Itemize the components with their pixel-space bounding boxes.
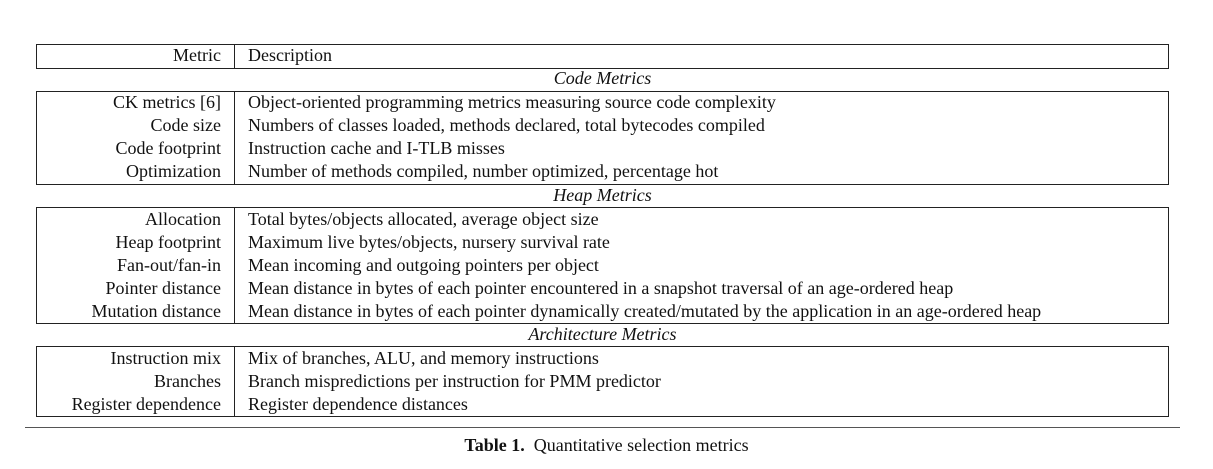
metric-cell: Branches — [154, 371, 221, 391]
table-row: Optimization Number of methods compiled,… — [36, 160, 1169, 183]
description-cell: Mix of branches, ALU, and memory instruc… — [248, 348, 599, 368]
table-row: CK metrics [6] Object-oriented programmi… — [36, 91, 1169, 114]
column-divider — [234, 91, 235, 185]
metric-cell: Code size — [150, 115, 221, 135]
section-box-code-metrics — [36, 91, 1169, 185]
metric-cell: Code footprint — [115, 138, 222, 158]
description-cell: Mean incoming and outgoing pointers per … — [248, 255, 599, 275]
section-box-architecture-metrics — [36, 346, 1169, 417]
table-row: Mutation distance Mean distance in bytes… — [36, 300, 1169, 323]
metric-cell: Register dependence — [71, 394, 221, 414]
metric-cell: Optimization — [126, 161, 221, 181]
table-row: Heap footprint Maximum live bytes/object… — [36, 231, 1169, 254]
metric-cell: Allocation — [145, 209, 221, 229]
caption-rule — [25, 427, 1180, 428]
table-header-box — [36, 44, 1169, 69]
table-row: Allocation Total bytes/objects allocated… — [36, 208, 1169, 231]
metric-cell: Heap footprint — [115, 232, 221, 252]
description-cell: Numbers of classes loaded, methods decla… — [248, 115, 765, 135]
description-cell: Register dependence distances — [248, 394, 468, 414]
description-cell: Total bytes/objects allocated, average o… — [248, 209, 599, 229]
table-row: Branches Branch mispredictions per instr… — [36, 370, 1169, 393]
section-title-architecture-metrics: Architecture Metrics — [528, 324, 677, 344]
description-cell: Mean distance in bytes of each pointer d… — [248, 301, 1042, 321]
table-row: Pointer distance Mean distance in bytes … — [36, 277, 1169, 300]
description-cell: Maximum live bytes/objects, nursery surv… — [248, 232, 610, 252]
metric-cell: CK metrics [6] — [113, 92, 221, 112]
metric-cell: Pointer distance — [105, 278, 221, 298]
header-description: Description — [248, 45, 332, 65]
section-title-heap-metrics: Heap Metrics — [553, 185, 652, 205]
section-box-heap-metrics — [36, 207, 1169, 324]
column-divider — [234, 207, 235, 324]
section-title-code-metrics: Code Metrics — [553, 68, 652, 88]
caption-label: Table 1. — [464, 435, 525, 455]
header-metric: Metric — [173, 45, 221, 65]
caption-text: Quantitative selection metrics — [533, 435, 749, 455]
column-divider — [234, 44, 235, 69]
table-row: Instruction mix Mix of branches, ALU, an… — [36, 347, 1169, 370]
description-cell: Number of methods compiled, number optim… — [248, 161, 719, 181]
description-cell: Instruction cache and I-TLB misses — [248, 138, 505, 158]
table-row: Code size Numbers of classes loaded, met… — [36, 114, 1169, 137]
table-row: Code footprint Instruction cache and I-T… — [36, 137, 1169, 160]
metric-cell: Fan-out/fan-in — [117, 255, 221, 275]
metric-cell: Instruction mix — [110, 348, 222, 368]
table-row: Register dependence Register dependence … — [36, 393, 1169, 416]
description-cell: Branch mispredictions per instruction fo… — [248, 371, 661, 391]
table-caption: Table 1. Quantitative selection metrics — [0, 433, 1213, 457]
metric-cell: Mutation distance — [91, 301, 221, 321]
description-cell: Object-oriented programming metrics meas… — [248, 92, 776, 112]
description-cell: Mean distance in bytes of each pointer e… — [248, 278, 954, 298]
table-header-row: Metric Description — [36, 44, 1169, 67]
column-divider — [234, 346, 235, 417]
table-row: Fan-out/fan-in Mean incoming and outgoin… — [36, 254, 1169, 277]
